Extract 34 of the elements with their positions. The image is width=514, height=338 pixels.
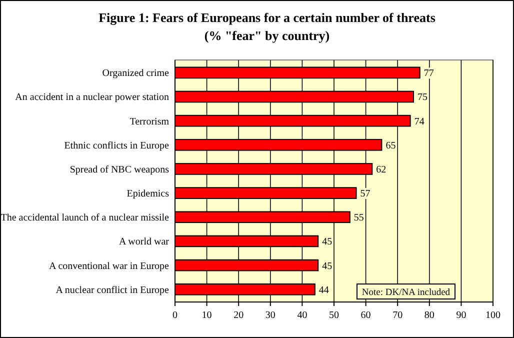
- data-label: 45: [322, 260, 332, 272]
- data-label: 44: [318, 284, 329, 296]
- data-label: 45: [322, 236, 332, 248]
- y-tick-label: An accident in a nuclear power station: [15, 92, 169, 104]
- x-tick-label: 40: [297, 310, 308, 321]
- x-tick-label: 0: [172, 310, 178, 321]
- data-label: 55: [354, 212, 364, 224]
- y-tick-label: The accidental launch of a nuclear missile: [0, 212, 170, 224]
- x-tick-label: 90: [456, 310, 466, 321]
- annotation: Note: DK/NA included: [362, 288, 450, 298]
- x-tick-label: 60: [360, 310, 371, 321]
- data-label: 77: [424, 68, 434, 80]
- y-tick-label: Spread of NBC weapons: [70, 164, 170, 176]
- y-tick-label: A world war: [119, 236, 170, 248]
- chart-title: Figure 1: Fears of Europeans for a certain number of threats: [98, 10, 436, 25]
- y-tick-label: Ethnic conflicts in Europe: [64, 140, 170, 152]
- y-tick-label: Terrorism: [130, 116, 170, 128]
- x-tick-label: 10: [202, 310, 212, 321]
- data-label: 75: [418, 92, 428, 104]
- x-tick-label: 80: [424, 310, 434, 321]
- x-tick-label: 20: [234, 310, 244, 321]
- data-label: 65: [386, 140, 396, 152]
- y-tick-label: Epidemics: [126, 188, 170, 200]
- data-label: 57: [360, 188, 370, 200]
- x-tick-label: 100: [486, 310, 500, 321]
- x-tick-label: 50: [329, 310, 339, 321]
- chart-subtitle: (% "fear" by country): [204, 28, 330, 43]
- y-tick-label: A conventional war in Europe: [49, 260, 170, 272]
- data-label: 62: [376, 164, 386, 176]
- y-tick-label: A nuclear conflict in Europe: [56, 284, 170, 296]
- y-tick-label: Organized crime: [102, 68, 170, 80]
- x-tick-label: 70: [392, 310, 403, 321]
- data-label: 74: [414, 116, 424, 128]
- x-tick-label: 30: [265, 310, 276, 321]
